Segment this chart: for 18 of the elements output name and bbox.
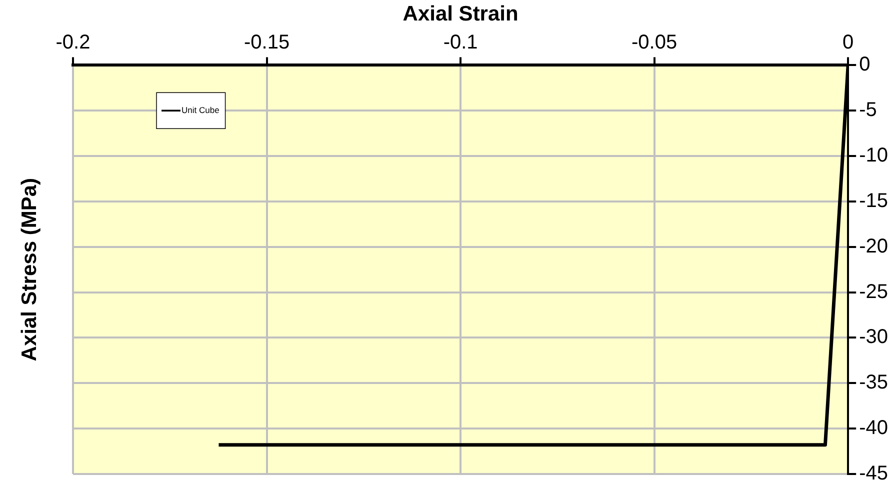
y-tick-label: 0	[859, 54, 870, 76]
x-tick-label: 0	[842, 32, 854, 54]
y-tick-label: -30	[859, 326, 888, 348]
y-tick-label: -10	[859, 144, 888, 167]
y-tick-label: -20	[859, 235, 888, 258]
x-tick-label: -0.1	[443, 32, 478, 54]
y-tick-label: -5	[859, 99, 877, 122]
x-tick-label: -0.2	[56, 32, 90, 54]
x-axis-title: Axial Strain	[402, 2, 518, 26]
y-tick-label: -35	[859, 372, 888, 394]
x-tick-label: -0.05	[632, 32, 678, 54]
legend-label: Unit Cube	[182, 104, 220, 115]
x-tick-label: -0.15	[244, 32, 290, 54]
y-tick-label: -15	[859, 190, 888, 212]
y-axis-title: Axial Stress (MPa)	[18, 178, 41, 362]
y-tick-label: -25	[859, 280, 888, 303]
y-tick-label: -45	[859, 462, 888, 485]
y-tick-label: -40	[859, 417, 888, 440]
